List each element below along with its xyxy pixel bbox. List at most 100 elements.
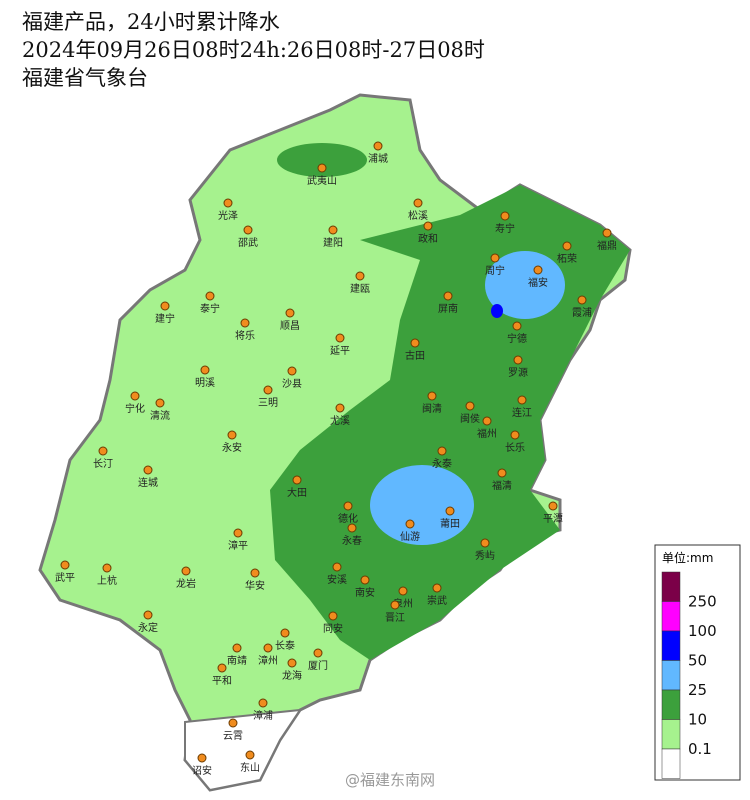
city-dot — [373, 141, 383, 151]
city-dot — [313, 648, 323, 658]
city-label: 安溪 — [327, 573, 347, 586]
city-label: 建阳 — [323, 236, 343, 249]
city-dot — [263, 643, 273, 653]
city-dot — [533, 265, 543, 275]
city-label: 霞浦 — [572, 306, 592, 319]
city-label: 连城 — [138, 476, 158, 489]
city-label: 崇武 — [427, 594, 447, 607]
city-label: 政和 — [418, 232, 438, 245]
city-label: 将乐 — [235, 330, 255, 342]
city-label: 宁德 — [507, 332, 527, 345]
legend: 250 100 50 25 10 0.1 — [661, 571, 717, 779]
city-dot — [280, 628, 290, 638]
city-label: 寿宁 — [495, 222, 515, 235]
city-dot — [143, 610, 153, 620]
city-dot — [285, 308, 295, 318]
city-dot — [427, 391, 437, 401]
city-dot — [102, 563, 112, 573]
city-dot — [335, 403, 345, 413]
rain-zone — [184, 708, 303, 792]
city-dot — [577, 295, 587, 305]
city-dot — [197, 753, 207, 763]
city-dot — [243, 225, 253, 235]
city-dot — [328, 225, 338, 235]
city-label: 沙县 — [282, 378, 302, 390]
city-label: 永定 — [138, 621, 158, 634]
city-label: 龙海 — [282, 669, 302, 682]
city-dot — [205, 291, 215, 301]
city-dot — [250, 568, 260, 578]
city-dot — [287, 658, 297, 668]
city-label: 华安 — [245, 579, 265, 592]
city-dot — [60, 560, 70, 570]
city-label: 宁化 — [125, 402, 145, 415]
city-dot — [548, 501, 558, 511]
city-dot — [240, 318, 250, 328]
legend-label: 50 — [688, 652, 707, 670]
rain-zone — [491, 304, 503, 318]
city-dot — [335, 333, 345, 343]
city-label: 邵武 — [238, 236, 258, 249]
city-label: 南靖 — [227, 654, 247, 667]
city-dot — [263, 385, 273, 395]
city-dot — [245, 750, 255, 760]
city-label: 延平 — [330, 345, 350, 357]
city-label: 晋江 — [385, 612, 405, 624]
city-label: 漳浦 — [253, 709, 273, 722]
city-label: 武夷山 — [307, 174, 337, 187]
city-label: 光泽 — [218, 209, 238, 222]
title: 福建产品，24小时累计降水 — [22, 10, 280, 34]
city-label: 东山 — [240, 761, 260, 774]
city-dot — [432, 583, 442, 593]
city-dot — [228, 718, 238, 728]
city-label: 长乐 — [505, 442, 525, 454]
city-label: 连江 — [512, 406, 532, 419]
city-dot — [227, 430, 237, 440]
city-label: 长汀 — [93, 458, 113, 470]
city-label: 闽清 — [422, 402, 442, 415]
city-label: 大田 — [287, 486, 307, 499]
city-dot — [562, 241, 572, 251]
city-label: 长泰 — [275, 639, 295, 652]
city-dot — [217, 663, 227, 673]
city-dot — [480, 538, 490, 548]
city-label: 福鼎 — [597, 239, 617, 252]
city-label: 同安 — [323, 622, 343, 635]
city-dot — [510, 430, 520, 440]
city-label: 清流 — [150, 409, 170, 422]
city-label: 上杭 — [97, 574, 117, 587]
city-label: 福安 — [528, 276, 548, 289]
city-dot — [258, 698, 268, 708]
city-label: 闽侯 — [460, 412, 480, 425]
city-dot — [130, 391, 140, 401]
rain-zone — [485, 251, 565, 319]
city-label: 武平 — [55, 571, 75, 584]
city-label: 屏南 — [438, 302, 458, 315]
rain-zone — [370, 465, 474, 545]
legend-swatch — [661, 601, 681, 632]
city-label: 莆田 — [440, 517, 460, 530]
watermark: @福建东南网 — [345, 771, 435, 789]
legend-swatch — [661, 719, 681, 750]
city-dot — [517, 395, 527, 405]
city-dot — [443, 291, 453, 301]
city-dot — [602, 228, 612, 238]
city-dot — [360, 575, 370, 585]
city-label: 浦城 — [368, 152, 388, 165]
legend-label: 100 — [688, 622, 717, 640]
legend-swatch — [661, 571, 681, 602]
city-dot — [490, 253, 500, 263]
legend-title: 单位:mm — [662, 550, 713, 565]
city-dot — [482, 416, 492, 426]
city-dot — [512, 321, 522, 331]
city-label: 漳平 — [228, 539, 248, 552]
city-dot — [513, 355, 523, 365]
city-dot — [465, 401, 475, 411]
city-dot — [232, 643, 242, 653]
city-label: 永春 — [342, 534, 362, 547]
city-label: 古田 — [405, 349, 425, 362]
city-label: 仙游 — [400, 530, 420, 543]
city-dot — [347, 523, 357, 533]
city-label: 建瓯 — [350, 282, 370, 295]
city-label: 泰宁 — [200, 302, 220, 315]
